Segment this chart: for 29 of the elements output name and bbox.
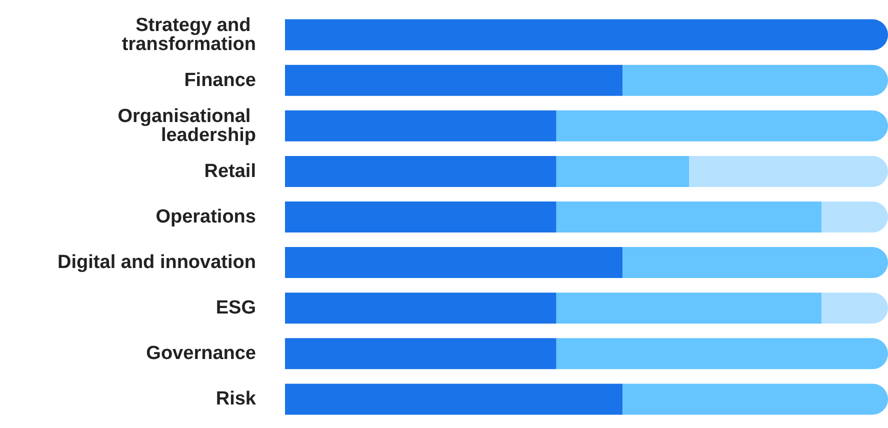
y-tick-label: Digital and innovation	[58, 252, 256, 274]
bar	[285, 384, 623, 415]
y-tick-label: Strategy and transformation	[122, 14, 256, 55]
bar	[622, 64, 888, 96]
bar	[285, 247, 623, 278]
bar	[689, 156, 888, 187]
bar	[556, 202, 822, 232]
bar	[285, 19, 888, 50]
bar	[556, 338, 888, 370]
y-tick-label: Organisational leadership	[118, 106, 256, 146]
bar	[285, 156, 556, 187]
bar	[822, 292, 888, 324]
y-tick-label: Retail	[204, 160, 256, 182]
y-tick-label: Finance	[184, 70, 256, 91]
bar	[822, 202, 888, 232]
bar	[285, 64, 623, 96]
bar	[556, 156, 690, 187]
y-tick-label: Risk	[216, 388, 256, 410]
bar	[556, 110, 888, 142]
bar	[622, 247, 888, 278]
bar	[285, 292, 556, 324]
bar	[622, 384, 888, 415]
y-tick-label: Operations	[156, 206, 256, 228]
bar	[285, 338, 556, 370]
bar	[285, 110, 556, 142]
bar	[556, 292, 822, 324]
bar	[285, 202, 556, 232]
y-tick-label: ESG	[216, 298, 256, 319]
y-tick-label: Governance	[146, 343, 256, 364]
